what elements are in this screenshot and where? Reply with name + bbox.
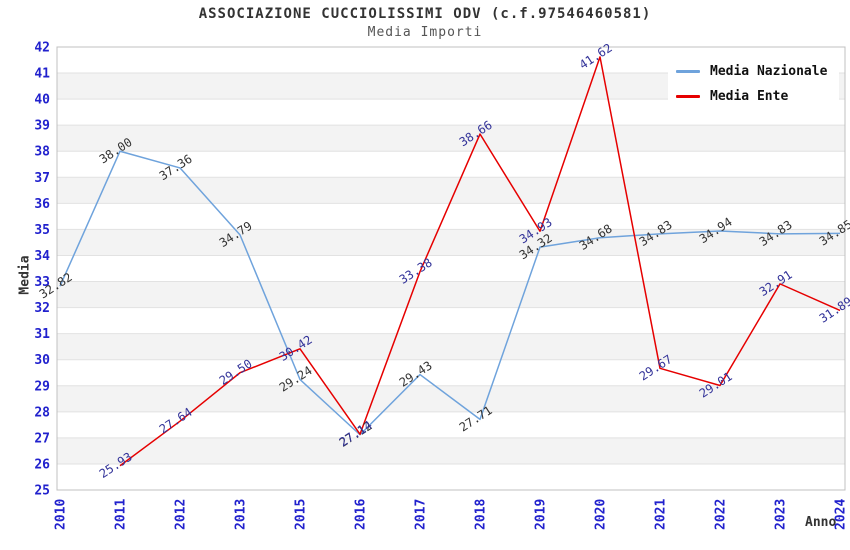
svg-text:35: 35: [34, 223, 50, 238]
svg-text:2011: 2011: [114, 499, 129, 530]
svg-text:29: 29: [34, 379, 50, 394]
svg-text:2013: 2013: [234, 499, 249, 530]
svg-text:30: 30: [34, 353, 50, 368]
legend-line-icon-nazionale: [676, 70, 700, 73]
legend-label-media-nazionale: Media Nazionale: [710, 64, 828, 79]
svg-text:39: 39: [34, 119, 50, 134]
svg-text:26: 26: [34, 457, 50, 472]
svg-text:33: 33: [34, 275, 50, 290]
svg-text:41: 41: [34, 67, 50, 82]
svg-text:2024: 2024: [834, 499, 849, 530]
svg-text:2015: 2015: [294, 499, 309, 530]
svg-text:2017: 2017: [414, 499, 429, 530]
svg-text:2010: 2010: [54, 499, 69, 530]
chart-legend: Media Nazionale Media Ente: [668, 57, 840, 113]
svg-text:2019: 2019: [534, 499, 549, 530]
svg-text:27: 27: [34, 431, 50, 446]
svg-text:37: 37: [34, 171, 50, 186]
svg-text:2016: 2016: [354, 499, 369, 530]
svg-text:36: 36: [34, 197, 50, 212]
legend-label-media-ente: Media Ente: [710, 89, 789, 104]
svg-text:2012: 2012: [174, 499, 189, 530]
svg-text:2022: 2022: [714, 499, 729, 530]
chart-title: ASSOCIAZIONE CUCCIOLISSIMI ODV (c.f.9754…: [198, 6, 652, 22]
svg-text:2018: 2018: [474, 499, 489, 530]
svg-text:2023: 2023: [774, 499, 789, 530]
svg-text:31: 31: [34, 327, 50, 342]
chart-subtitle: Media Importi: [367, 25, 483, 40]
svg-text:42: 42: [34, 41, 50, 56]
svg-text:32: 32: [34, 301, 50, 316]
legend-line-icon-ente: [676, 95, 700, 98]
legend-item-media-ente: Media Ente: [676, 89, 827, 104]
x-axis-label: Anno: [805, 515, 837, 530]
legend-item-media-nazionale: Media Nazionale: [676, 64, 827, 79]
svg-text:34: 34: [34, 249, 50, 264]
y-axis-label: Media: [17, 255, 33, 295]
svg-text:2021: 2021: [654, 499, 669, 530]
svg-text:28: 28: [34, 405, 50, 420]
svg-text:40: 40: [34, 93, 50, 108]
svg-text:25: 25: [34, 484, 50, 499]
svg-text:2020: 2020: [594, 499, 609, 530]
svg-text:38: 38: [34, 145, 50, 160]
